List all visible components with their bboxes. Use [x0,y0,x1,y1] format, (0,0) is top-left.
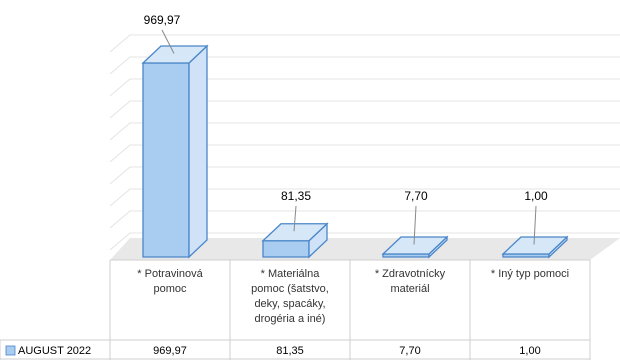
data-table: * Potravinová pomoc * Materiálna pomoc (šat… [0,259,591,360]
bar [141,44,209,259]
bar [501,235,569,259]
value-label-leader [293,205,297,232]
gridline [109,166,620,185]
gridlines [109,34,620,251]
gridline [109,188,620,207]
bar-front-face [142,62,190,258]
series-name: AUGUST 2022 [18,345,91,357]
gridline [109,100,620,119]
table-value-cell: 7,70 [399,345,420,357]
bar [381,235,449,259]
bars [141,44,569,259]
gridline [109,78,620,97]
bar-front-face [262,240,310,258]
value-label-leader [161,29,175,54]
legend-key [5,345,16,356]
gridline [109,34,620,53]
category-label: * Potravinová pomoc [137,268,203,295]
value-label: 969,97 [144,13,181,27]
value-label: 7,70 [404,189,428,203]
bar-top-face [381,236,449,255]
value-label: 1,00 [524,189,548,203]
bar-top-face [261,223,329,242]
table-value-cell: 81,35 [276,345,304,357]
value-label: 81,35 [281,189,311,203]
bar [261,222,329,259]
chart-floor [110,238,620,260]
bar-top-face [501,236,569,255]
floor-plane [110,238,620,260]
gridline [109,122,620,141]
category-label: * Iný typ pomoci [491,268,569,280]
gridline [109,144,620,163]
table-value-cell: 969,97 [153,345,187,357]
bar-side-face [188,44,208,259]
bar-top-face [141,45,209,64]
table-value-cell: 1,00 [519,345,540,357]
gridline [109,232,620,251]
category-label: * Materiálna pomoc (šatstvo, deky, spacáky… [251,268,329,325]
gridline [109,210,620,229]
category-label: * Zdravotnícky materiál [375,268,446,295]
value-labels: 969,97 81,35 7,70 1,00 [144,13,548,245]
value-label-leader [413,205,417,245]
value-label-leader [533,205,537,245]
gridline [109,56,620,75]
